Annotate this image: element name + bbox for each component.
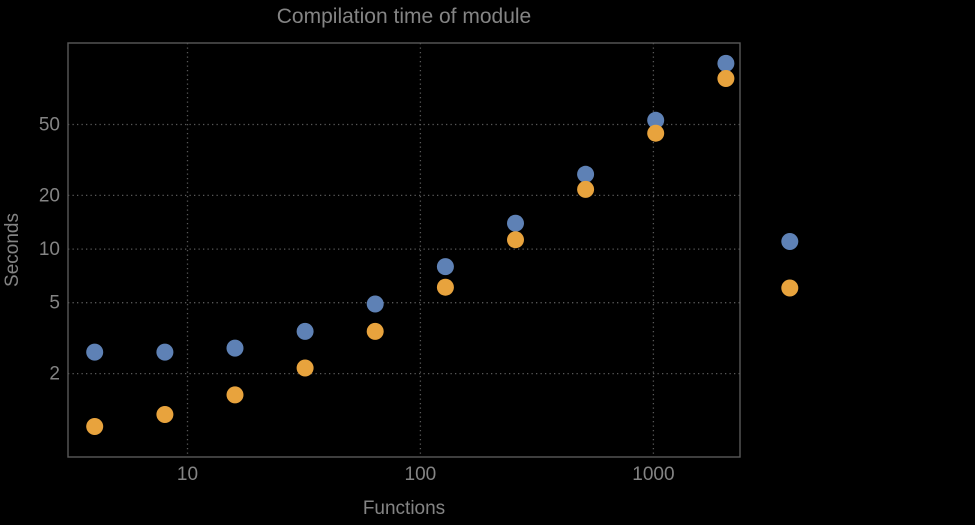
svg-text:Seconds: Seconds [2, 213, 23, 287]
svg-text:5: 5 [49, 293, 60, 314]
svg-text:50: 50 [39, 115, 60, 136]
svg-text:10: 10 [177, 464, 198, 485]
svg-text:100: 100 [405, 464, 437, 485]
svg-text:1000: 1000 [632, 464, 674, 485]
svg-text:10: 10 [39, 239, 60, 260]
svg-text:Functions: Functions [363, 498, 445, 519]
svg-text:Compilation time of module: Compilation time of module [277, 5, 531, 28]
svg-text:20: 20 [39, 185, 60, 206]
svg-text:2: 2 [49, 364, 60, 385]
